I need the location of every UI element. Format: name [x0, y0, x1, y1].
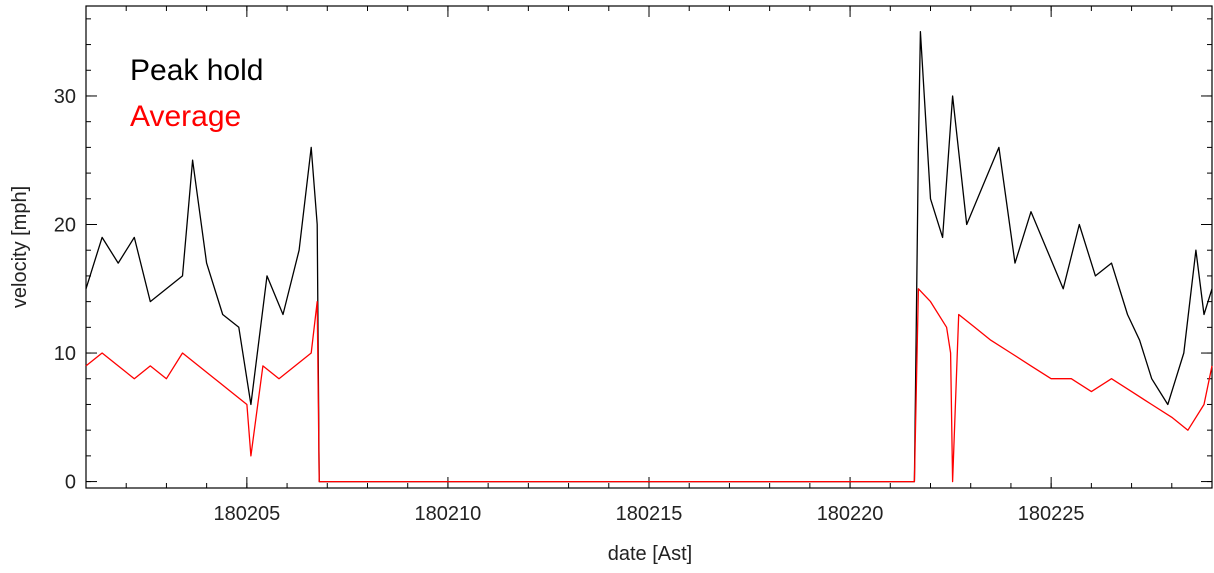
- x-tick-label: 180225: [1018, 503, 1085, 525]
- x-tick-label: 180205: [213, 503, 280, 525]
- legend-average: Average: [130, 100, 241, 133]
- series-line-1: [85, 288, 1213, 483]
- y-axis-title: velocity [mph]: [9, 186, 31, 308]
- legend-peak-hold: Peak hold: [130, 54, 263, 87]
- x-tick-label: 180215: [616, 503, 683, 525]
- y-tick-label: 20: [54, 215, 76, 237]
- y-tick-label: 30: [54, 86, 76, 108]
- y-tick-label: 10: [54, 343, 76, 365]
- axis-ticks: [85, 6, 1213, 488]
- x-axis-title: date [Ast]: [608, 543, 693, 565]
- y-tick-label: 0: [65, 472, 76, 494]
- x-tick-label: 180210: [415, 503, 482, 525]
- series-layer: [85, 31, 1213, 483]
- x-tick-label: 180220: [817, 503, 884, 525]
- series-line-0: [85, 31, 1213, 483]
- tick-labels: 180205 180210 180215 180220 180225 0 10 20 30: [54, 86, 1085, 525]
